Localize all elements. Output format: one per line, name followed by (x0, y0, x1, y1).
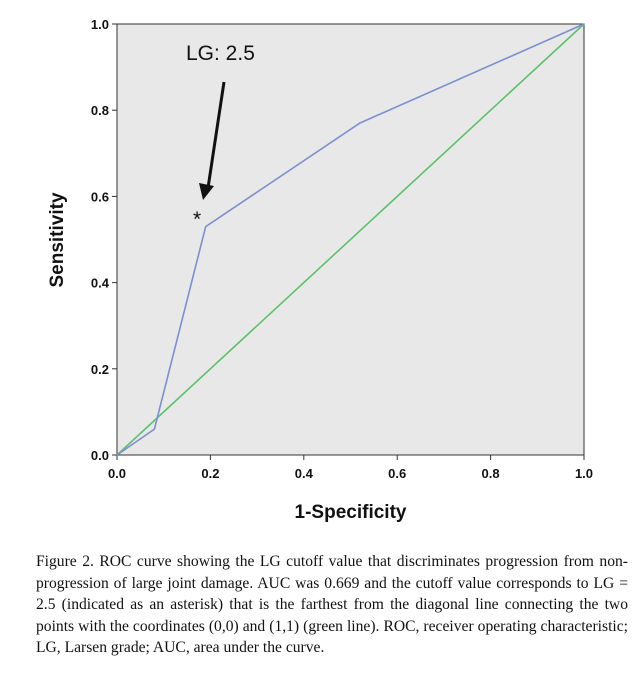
series-lines (116, 23, 585, 456)
x-tick-label: 0.4 (295, 466, 314, 481)
y-tick-label: 0.2 (91, 362, 109, 377)
x-tick-label: 1.0 (575, 466, 593, 481)
reference-diagonal-line (116, 23, 585, 456)
roc-chart: 0.0 0.2 0.4 0.6 0.8 1.0 0.0 0.2 0.4 0.6 0.8 1.0 LG:… (47, 17, 593, 523)
roc-curve-line (116, 23, 585, 456)
x-tick-label: 0.6 (388, 466, 406, 481)
cutoff-asterisk: * (193, 208, 201, 231)
y-tick-label: 0.0 (91, 448, 109, 463)
x-tick-label: 0.2 (201, 466, 219, 481)
x-axis-title: 1-Specificity (295, 502, 407, 523)
y-tick-label: 0.6 (91, 189, 109, 204)
figure-caption: Figure 2. ROC curve showing the LG cutof… (36, 553, 628, 656)
y-axis-title: Sensitivity (47, 192, 68, 287)
annotations: LG: 2.5 * (186, 42, 255, 231)
y-tick-label: 0.8 (91, 103, 109, 118)
annotation-arrow-head (199, 183, 214, 200)
annotation-label: LG: 2.5 (186, 42, 255, 65)
y-tick-label: 0.4 (91, 276, 110, 291)
axis-ticks: 0.0 0.2 0.4 0.6 0.8 1.0 0.0 0.2 0.4 0.6 0.8 1.0 (91, 17, 593, 481)
y-tick-label: 1.0 (91, 17, 109, 32)
annotation-arrow-shaft (206, 81, 226, 189)
x-tick-label: 0.0 (108, 466, 126, 481)
x-tick-label: 0.8 (482, 466, 500, 481)
